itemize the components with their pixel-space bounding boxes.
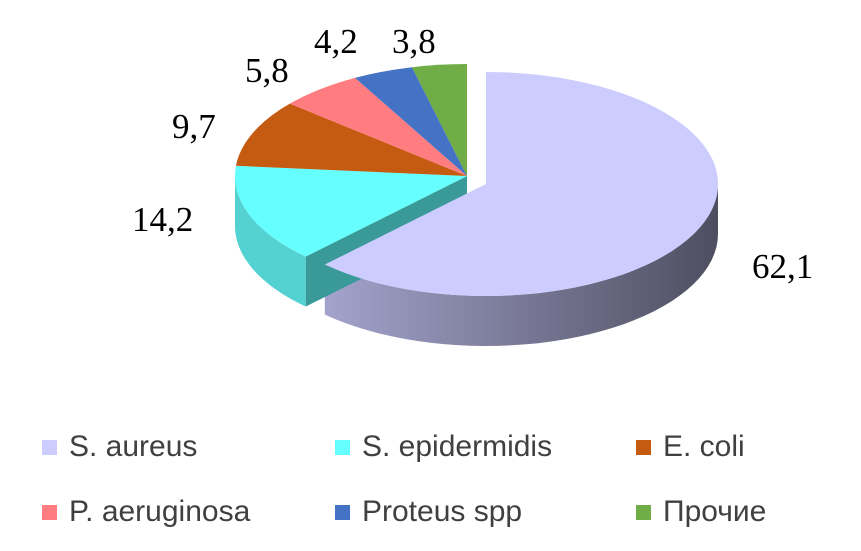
legend-item: S. epidermidis: [335, 430, 552, 464]
legend-item: Proteus spp: [335, 495, 522, 529]
legend-label: E. coli: [663, 430, 745, 463]
slice-s-aureus: [324, 72, 718, 296]
slice-side-s-epidermidis: [235, 176, 306, 307]
legend-swatch: [636, 439, 651, 455]
legend-swatch: [335, 504, 350, 520]
legend-label: P. aeruginosa: [69, 495, 251, 528]
legend-swatch: [42, 439, 57, 455]
legend-item: S. aureus: [42, 430, 197, 464]
legend-item: E. coli: [636, 430, 745, 464]
legend-label: Proteus spp: [362, 495, 523, 528]
legend-label: S. aureus: [69, 430, 198, 463]
slice-прочие: [412, 64, 467, 176]
data-label: 3,8: [392, 22, 436, 61]
legend-label: S. epidermidis: [362, 430, 553, 463]
data-label: 9,7: [172, 107, 216, 146]
legend-item: P. aeruginosa: [42, 495, 250, 529]
data-label: 5,8: [245, 51, 289, 90]
data-label: 4,2: [314, 22, 358, 61]
legend-swatch: [636, 504, 651, 520]
slice-p-aeruginosa: [289, 77, 467, 176]
legend-item: Прочие: [636, 495, 766, 529]
legend-swatch: [335, 439, 350, 455]
data-label: 62,1: [752, 247, 813, 286]
legend-swatch: [42, 504, 57, 520]
data-label: 14,2: [132, 200, 193, 239]
slice-s-epidermidis: [235, 165, 467, 257]
slice-side-s-aureus: [324, 184, 718, 346]
slice-proteus-spp: [355, 67, 467, 176]
legend-label: Прочие: [663, 495, 767, 528]
slice-e-coli: [235, 103, 467, 176]
